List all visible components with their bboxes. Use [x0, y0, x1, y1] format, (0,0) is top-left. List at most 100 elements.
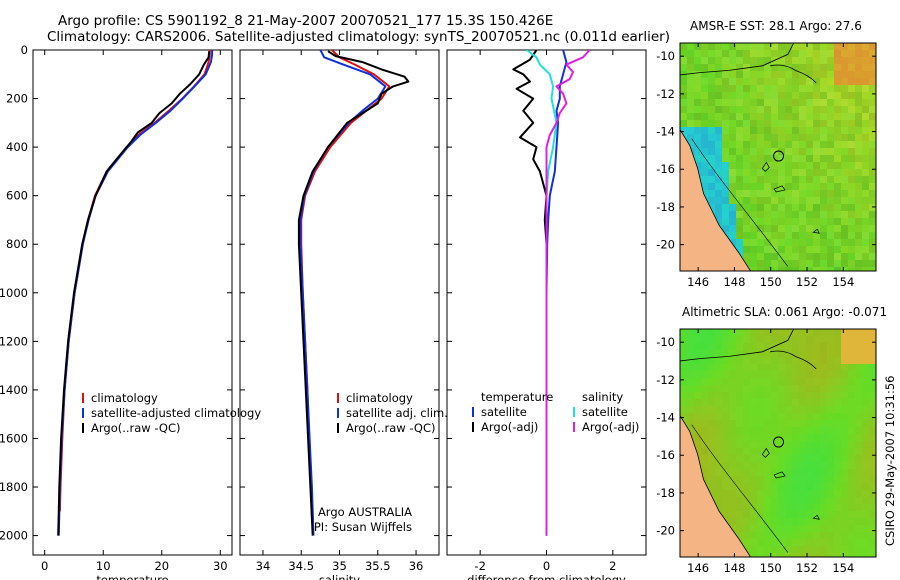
map-cell [743, 43, 751, 51]
map-cell [757, 155, 765, 163]
map-cell [764, 497, 772, 505]
map-cell [687, 385, 695, 393]
map-cell [848, 43, 856, 51]
map-cell [869, 113, 876, 121]
map-cell [827, 155, 835, 163]
map-cell [813, 455, 821, 463]
map-cell [862, 336, 870, 344]
map-cell [771, 385, 779, 393]
map-cell [757, 239, 765, 247]
map-cell [841, 511, 849, 519]
map-cell [708, 176, 716, 184]
map-cell [799, 490, 807, 498]
map-cell [743, 85, 751, 93]
map-cell [743, 190, 751, 198]
map-cell [785, 225, 793, 233]
map-cell [813, 92, 821, 100]
map-cell [806, 71, 814, 79]
map-cell [792, 169, 800, 177]
map-cell [848, 336, 856, 344]
map-cell [869, 50, 876, 58]
map-cell [764, 483, 772, 491]
map-cell [757, 85, 765, 93]
map-cell [743, 371, 751, 379]
map-cell [736, 406, 744, 414]
map-cell [834, 99, 842, 107]
map-cell [848, 371, 856, 379]
map-cell [848, 162, 856, 170]
x-tick-label: 146 [687, 561, 709, 575]
map-cell [841, 169, 849, 177]
map-cell [743, 490, 751, 498]
map-cell [785, 448, 793, 456]
panel-frame [239, 49, 440, 556]
map-cell [799, 85, 807, 93]
map-cell [680, 85, 688, 93]
map-cell [778, 364, 786, 372]
map-cell [722, 497, 730, 505]
map-cell [722, 448, 730, 456]
map-cell [834, 120, 842, 128]
x-tick-label: 154 [832, 275, 854, 289]
map-cell [771, 336, 779, 344]
map-cell [806, 462, 814, 470]
map-cell [792, 113, 800, 121]
map-cell [729, 371, 737, 379]
map-cell [792, 490, 800, 498]
map-cell [757, 406, 765, 414]
map-cell [757, 399, 765, 407]
map-cell [862, 106, 870, 114]
map-cell [855, 469, 863, 477]
map-cell [848, 113, 856, 121]
map-cell [785, 420, 793, 428]
map-cell [778, 127, 786, 135]
map-cell [841, 546, 849, 554]
map-cell [729, 190, 737, 198]
map-cell [778, 190, 786, 198]
map-cell [750, 113, 758, 121]
map-cell [806, 190, 814, 198]
map-cell [799, 532, 807, 540]
map-cell [841, 462, 849, 470]
map-cell [813, 483, 821, 491]
map-cell [792, 218, 800, 226]
map-cell [750, 225, 758, 233]
map-cell [869, 85, 876, 93]
map-cell [715, 120, 723, 128]
map-cell [855, 392, 863, 400]
map-cell [862, 490, 870, 498]
map-cell [736, 211, 744, 219]
map-cell [722, 490, 730, 498]
map-cell [750, 525, 758, 533]
map-cell [708, 85, 716, 93]
map-cell [813, 539, 821, 547]
map-cell [750, 239, 758, 247]
map-cell [862, 427, 870, 435]
map-cell [806, 99, 814, 107]
map-cell [757, 336, 765, 344]
map-cell [792, 232, 800, 240]
map-cell [834, 427, 842, 435]
map-cell [799, 106, 807, 114]
map-cell [701, 385, 709, 393]
map-cell [827, 120, 835, 128]
map-cell [694, 92, 702, 100]
map-cell [862, 120, 870, 128]
map-cell [771, 92, 779, 100]
map-cell [778, 336, 786, 344]
map-cell [799, 371, 807, 379]
map-cell [841, 448, 849, 456]
map-cell [799, 413, 807, 421]
map-cell [869, 71, 876, 79]
map-cell [736, 64, 744, 72]
map-cell [862, 553, 870, 557]
y-tick-label: -18 [656, 486, 675, 500]
map-cell [827, 350, 835, 358]
map-cell [750, 106, 758, 114]
map-cell [680, 399, 688, 407]
map-cell [715, 343, 723, 351]
map-cell [855, 420, 863, 428]
map-cell [764, 385, 772, 393]
map-cell [722, 148, 730, 156]
map-cell [785, 50, 793, 58]
